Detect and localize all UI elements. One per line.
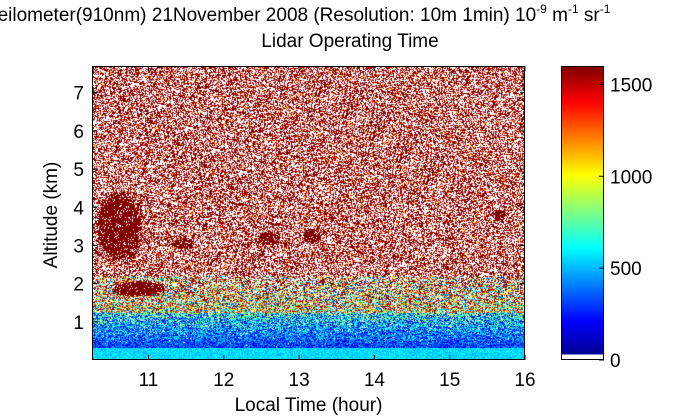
y-tick-label: 6 (73, 122, 84, 143)
heatmap-canvas (93, 67, 524, 359)
x-tick-label: 15 (439, 370, 460, 391)
x-tick-label: 11 (139, 370, 159, 391)
x-tick-label: 12 (213, 370, 234, 391)
colorbar-axis: 0 500 1000 1500 (599, 75, 652, 372)
chart-subtitle: Lidar Operating Time (261, 31, 439, 52)
y-axis-label: Altitude (km) (41, 161, 62, 269)
x-tick-label: 14 (364, 370, 386, 391)
colorbar-tick-label: 0 (610, 351, 621, 372)
colorbar (561, 66, 604, 360)
y-tick-label: 3 (73, 236, 84, 257)
heatmap-plot-area (92, 66, 525, 360)
x-axis-label: Local Time (hour) (234, 395, 383, 416)
y-tick-label: 7 (73, 84, 84, 105)
y-tick-label: 2 (73, 275, 84, 296)
x-tick-label: 13 (289, 370, 310, 391)
y-tick-label: 4 (73, 198, 84, 219)
colorbar-tick-label: 1000 (610, 167, 652, 188)
colorbar-tick-label: 500 (610, 259, 642, 280)
y-tick-label: 1 (73, 313, 84, 334)
chart-title: eilometer(910nm) 21November 2008 (Resolu… (0, 2, 611, 26)
colorbar-tick-label: 1500 (610, 75, 652, 96)
y-tick-label: 5 (73, 160, 84, 181)
x-tick-label: 16 (514, 370, 535, 391)
